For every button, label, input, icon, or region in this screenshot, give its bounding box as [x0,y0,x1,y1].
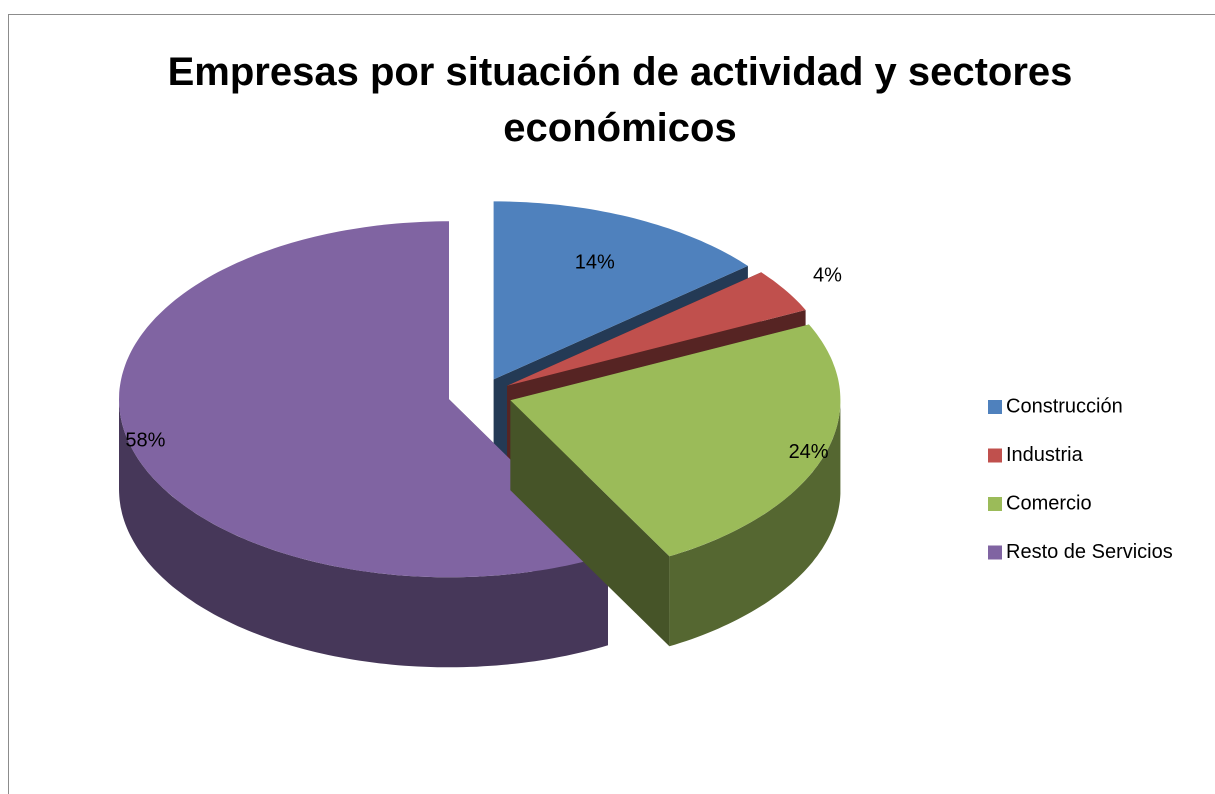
data-label: 58% [125,430,165,452]
pie-slice [119,221,608,668]
slice-wall [119,399,608,668]
slice-top [507,272,806,386]
data-label: 24% [789,441,829,463]
chart-border [8,14,1215,794]
legend-swatch [988,448,1002,463]
slice-top [119,221,608,578]
legend-label: Industria [1006,444,1084,466]
legend-label: Resto de Servicios [1006,541,1173,563]
slice-top [493,201,748,380]
pie-slice [510,324,841,647]
slice-side [510,400,670,647]
data-label: 4% [813,264,842,286]
legend-swatch [988,497,1002,511]
slice-wall [669,400,841,647]
legend-label: Construcción [1006,395,1123,417]
legend-label: Comercio [1006,492,1092,514]
legend-swatch [988,545,1002,560]
data-label: 14% [575,252,615,274]
slice-top [510,324,841,557]
legend-swatch [988,400,1002,414]
chart-title: Empresas por situación de actividad y se… [167,50,1073,150]
